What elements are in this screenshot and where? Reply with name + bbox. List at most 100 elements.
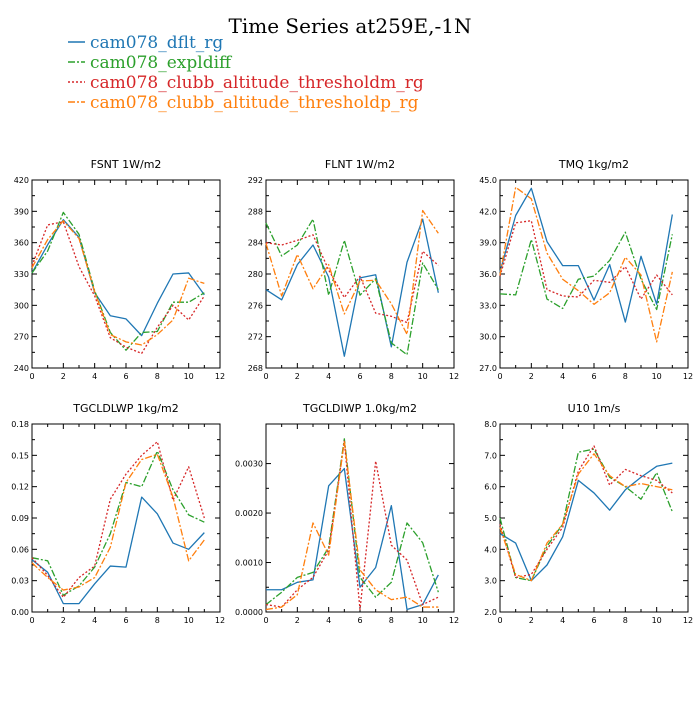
plot-frame bbox=[499, 179, 689, 369]
series-line-2 bbox=[31, 211, 205, 351]
x-tick-label: 2 bbox=[529, 372, 534, 381]
legend-label: cam078_expldiff bbox=[90, 53, 233, 73]
series-line-2 bbox=[265, 218, 439, 356]
series-line-1 bbox=[31, 219, 205, 337]
x-tick-label: 0 bbox=[497, 372, 502, 381]
y-tick-label: 240 bbox=[14, 364, 29, 373]
y-tick-label: 280 bbox=[248, 270, 263, 279]
series-line-1 bbox=[266, 467, 439, 611]
x-tick-label: 4 bbox=[326, 372, 331, 381]
x-tick-label: 10 bbox=[184, 616, 194, 625]
y-tick-label: 33.0 bbox=[479, 301, 497, 310]
x-tick-label: 10 bbox=[652, 372, 662, 381]
legend-label: cam078_dflt_rg bbox=[90, 33, 223, 53]
y-tick-label: 4.0 bbox=[484, 545, 497, 554]
plot-frame bbox=[499, 423, 689, 613]
y-tick-label: 288 bbox=[248, 207, 263, 216]
chart-panels: FSNT 1W/m20 2 4 6 8 10 12240270300330360390420… bbox=[11, 158, 693, 625]
panel-title: TGCLDIWP 1.0kg/m2 bbox=[302, 402, 417, 415]
x-tick-label: 12 bbox=[449, 372, 459, 381]
panel-title: TGCLDLWP 1kg/m2 bbox=[72, 402, 178, 415]
page-title: Time Series at259E,-1N bbox=[229, 14, 472, 38]
series-line-4 bbox=[499, 453, 673, 582]
y-tick-label: 3.0 bbox=[484, 577, 497, 586]
x-tick-label: 4 bbox=[560, 616, 565, 625]
series-line-4 bbox=[265, 440, 439, 611]
y-tick-label: 300 bbox=[14, 301, 29, 310]
y-tick-label: 8.0 bbox=[484, 420, 497, 429]
y-tick-label: 0.00 bbox=[11, 608, 29, 617]
y-tick-label: 6.0 bbox=[484, 483, 497, 492]
chart-panel-tgcldiwp: TGCLDIWP 1.0kg/m2 0 2 4 6 8 10 12 0.0000 0.0010 0.… bbox=[235, 402, 459, 625]
x-tick-label: 10 bbox=[184, 372, 194, 381]
x-tick-label: 6 bbox=[591, 372, 596, 381]
y-tick-label: 0.06 bbox=[11, 545, 29, 554]
series-line-1 bbox=[265, 218, 439, 357]
x-tick-label: 8 bbox=[389, 616, 394, 625]
y-tick-label: 268 bbox=[248, 364, 263, 373]
chart-panel-flnt: FLNT 1W/m2 0 2 4 6 8 10 12 268 272 276 280 284 288 292 bbox=[248, 158, 459, 381]
y-tick-label: 7.0 bbox=[484, 451, 497, 460]
y-tick-label: 390 bbox=[14, 207, 29, 216]
x-tick-label: 8 bbox=[389, 372, 394, 381]
x-tick-label: 8 bbox=[155, 616, 160, 625]
panel-title: FLNT 1W/m2 bbox=[325, 158, 395, 171]
x-tick-label: 4 bbox=[92, 616, 97, 625]
series-line-3 bbox=[31, 441, 205, 599]
y-tick-label: 0.12 bbox=[11, 483, 29, 492]
x-tick-label: 4 bbox=[560, 372, 565, 381]
y-tick-label: 272 bbox=[248, 333, 263, 342]
series-line-3 bbox=[499, 220, 673, 300]
y-tick-label: 39.0 bbox=[479, 239, 497, 248]
series-line-1 bbox=[499, 187, 673, 323]
plot-frame bbox=[265, 179, 455, 369]
y-tick-label: 0.0000 bbox=[235, 608, 263, 617]
x-tick-label: 4 bbox=[326, 616, 331, 625]
x-tick-label: 10 bbox=[652, 616, 662, 625]
x-tick-label: 6 bbox=[357, 372, 362, 381]
x-tick-label: 2 bbox=[61, 616, 66, 625]
y-tick-label: 360 bbox=[14, 239, 29, 248]
series-line-3 bbox=[265, 234, 439, 324]
x-tick-label: 0 bbox=[29, 616, 34, 625]
y-tick-label: 42.0 bbox=[479, 207, 497, 216]
x-tick-label: 8 bbox=[155, 372, 160, 381]
y-tick-label: 420 bbox=[14, 176, 29, 185]
x-tick-label: 2 bbox=[295, 372, 300, 381]
series-line-3 bbox=[265, 440, 439, 611]
chart-panel-tmq: TMQ 1kg/m2 0 2 4 6 8 10 12 27.0 30.0 33.0 36.0 39.0 4… bbox=[479, 158, 693, 381]
series-line-2 bbox=[31, 450, 205, 596]
x-tick-label: 0 bbox=[263, 372, 268, 381]
y-tick-label: 36.0 bbox=[479, 270, 497, 279]
chart-panel-tgcldlwp: TGCLDLWP 1kg/m2 0 2 4 6 8 10 12 0.00 0.03 0.06 0.09… bbox=[11, 402, 225, 625]
y-tick-label: 330 bbox=[14, 270, 29, 279]
y-tick-label: 276 bbox=[248, 301, 263, 310]
y-tick-label: 0.0010 bbox=[235, 559, 263, 568]
series-line-3 bbox=[31, 221, 205, 355]
x-tick-label: 12 bbox=[215, 372, 225, 381]
legend-label: cam078_clubb_altitude_thresholdp_rg bbox=[90, 93, 419, 113]
x-tick-label: 12 bbox=[683, 616, 693, 625]
y-tick-label: 0.0020 bbox=[235, 509, 263, 518]
y-tick-label: 292 bbox=[248, 176, 263, 185]
x-tick-label: 12 bbox=[683, 372, 693, 381]
series-line-4 bbox=[31, 453, 205, 591]
panel-title: FSNT 1W/m2 bbox=[91, 158, 162, 171]
chart-panel-fsnt: FSNT 1W/m2 0 2 4 6 8 10 12 240 270 300 330 360 390 420 bbox=[14, 158, 225, 381]
series-line-1 bbox=[31, 496, 205, 605]
x-tick-label: 6 bbox=[123, 616, 128, 625]
x-tick-label: 10 bbox=[418, 372, 428, 381]
x-tick-label: 4 bbox=[92, 372, 97, 381]
x-tick-label: 6 bbox=[591, 616, 596, 625]
y-tick-label: 0.03 bbox=[11, 577, 29, 586]
legend-label: cam078_clubb_altitude_thresholdm_rg bbox=[90, 73, 424, 93]
series-line-2 bbox=[499, 448, 673, 582]
series-line-3 bbox=[499, 445, 673, 579]
x-tick-label: 0 bbox=[29, 372, 34, 381]
y-tick-label: 0.15 bbox=[11, 451, 29, 460]
x-tick-label: 12 bbox=[449, 616, 459, 625]
y-tick-label: 5.0 bbox=[484, 514, 497, 523]
plot-frame bbox=[31, 423, 221, 613]
